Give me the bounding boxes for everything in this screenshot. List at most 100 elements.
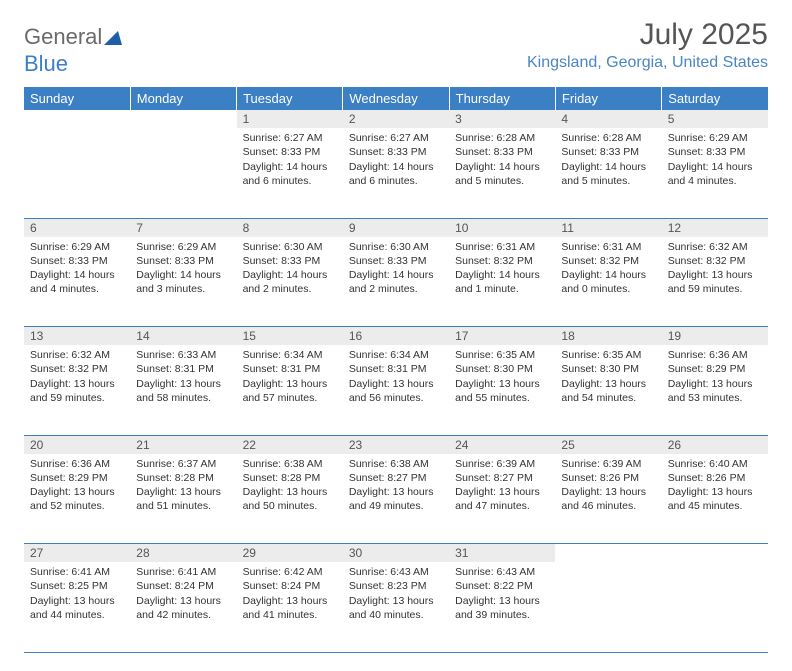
day-number-cell: 7 (130, 218, 236, 237)
day-details: Sunrise: 6:29 AMSunset: 8:33 PMDaylight:… (24, 237, 130, 303)
logo-triangle-icon (104, 25, 122, 51)
day-number-cell (130, 110, 236, 128)
day-cell: Sunrise: 6:41 AMSunset: 8:24 PMDaylight:… (130, 562, 236, 652)
day-details: Sunrise: 6:27 AMSunset: 8:33 PMDaylight:… (237, 128, 343, 194)
brand-text: GeneralBlue (24, 24, 122, 77)
day-number-cell: 9 (343, 218, 449, 237)
day-number-cell: 10 (449, 218, 555, 237)
day-details: Sunrise: 6:40 AMSunset: 8:26 PMDaylight:… (662, 454, 768, 520)
day-details: Sunrise: 6:41 AMSunset: 8:24 PMDaylight:… (130, 562, 236, 628)
daynum-row: 20212223242526 (24, 435, 768, 454)
day-details: Sunrise: 6:36 AMSunset: 8:29 PMDaylight:… (24, 454, 130, 520)
day-cell: Sunrise: 6:43 AMSunset: 8:23 PMDaylight:… (343, 562, 449, 652)
calendar-body: 12345Sunrise: 6:27 AMSunset: 8:33 PMDayl… (24, 110, 768, 652)
weekday-header: Sunday (24, 87, 130, 110)
daynum-row: 13141516171819 (24, 327, 768, 346)
day-cell: Sunrise: 6:42 AMSunset: 8:24 PMDaylight:… (237, 562, 343, 652)
day-cell: Sunrise: 6:29 AMSunset: 8:33 PMDaylight:… (24, 237, 130, 327)
calendar-table: SundayMondayTuesdayWednesdayThursdayFrid… (24, 87, 768, 653)
day-number-cell: 25 (555, 435, 661, 454)
day-details: Sunrise: 6:35 AMSunset: 8:30 PMDaylight:… (449, 345, 555, 411)
day-details: Sunrise: 6:43 AMSunset: 8:22 PMDaylight:… (449, 562, 555, 628)
day-details: Sunrise: 6:34 AMSunset: 8:31 PMDaylight:… (343, 345, 449, 411)
day-cell (24, 128, 130, 218)
day-details: Sunrise: 6:31 AMSunset: 8:32 PMDaylight:… (555, 237, 661, 303)
day-details: Sunrise: 6:35 AMSunset: 8:30 PMDaylight:… (555, 345, 661, 411)
day-number-cell: 24 (449, 435, 555, 454)
day-details: Sunrise: 6:30 AMSunset: 8:33 PMDaylight:… (343, 237, 449, 303)
daynum-row: 2728293031 (24, 544, 768, 563)
day-number-cell: 20 (24, 435, 130, 454)
day-cell: Sunrise: 6:29 AMSunset: 8:33 PMDaylight:… (130, 237, 236, 327)
day-details: Sunrise: 6:32 AMSunset: 8:32 PMDaylight:… (662, 237, 768, 303)
day-cell: Sunrise: 6:35 AMSunset: 8:30 PMDaylight:… (555, 345, 661, 435)
day-cell: Sunrise: 6:31 AMSunset: 8:32 PMDaylight:… (555, 237, 661, 327)
day-number-cell: 6 (24, 218, 130, 237)
day-cell: Sunrise: 6:35 AMSunset: 8:30 PMDaylight:… (449, 345, 555, 435)
day-cell: Sunrise: 6:31 AMSunset: 8:32 PMDaylight:… (449, 237, 555, 327)
week-row: Sunrise: 6:27 AMSunset: 8:33 PMDaylight:… (24, 128, 768, 218)
day-cell: Sunrise: 6:30 AMSunset: 8:33 PMDaylight:… (237, 237, 343, 327)
weekday-header: Wednesday (343, 87, 449, 110)
day-number-cell: 13 (24, 327, 130, 346)
day-number-cell: 31 (449, 544, 555, 563)
day-number-cell: 17 (449, 327, 555, 346)
weekday-header: Saturday (662, 87, 768, 110)
day-cell: Sunrise: 6:33 AMSunset: 8:31 PMDaylight:… (130, 345, 236, 435)
day-number-cell: 11 (555, 218, 661, 237)
day-cell: Sunrise: 6:39 AMSunset: 8:26 PMDaylight:… (555, 454, 661, 544)
calendar-header-row: SundayMondayTuesdayWednesdayThursdayFrid… (24, 87, 768, 110)
day-cell: Sunrise: 6:41 AMSunset: 8:25 PMDaylight:… (24, 562, 130, 652)
day-number-cell: 30 (343, 544, 449, 563)
daynum-row: 12345 (24, 110, 768, 128)
day-cell: Sunrise: 6:29 AMSunset: 8:33 PMDaylight:… (662, 128, 768, 218)
day-cell (662, 562, 768, 652)
brand-blue: Blue (24, 51, 68, 76)
day-cell: Sunrise: 6:34 AMSunset: 8:31 PMDaylight:… (343, 345, 449, 435)
day-number-cell (555, 544, 661, 563)
day-cell: Sunrise: 6:36 AMSunset: 8:29 PMDaylight:… (24, 454, 130, 544)
day-cell: Sunrise: 6:28 AMSunset: 8:33 PMDaylight:… (555, 128, 661, 218)
day-details: Sunrise: 6:27 AMSunset: 8:33 PMDaylight:… (343, 128, 449, 194)
day-number-cell: 26 (662, 435, 768, 454)
week-row: Sunrise: 6:32 AMSunset: 8:32 PMDaylight:… (24, 345, 768, 435)
day-details: Sunrise: 6:29 AMSunset: 8:33 PMDaylight:… (130, 237, 236, 303)
month-title: July 2025 (527, 18, 768, 52)
brand-logo: GeneralBlue (24, 24, 122, 77)
day-details: Sunrise: 6:28 AMSunset: 8:33 PMDaylight:… (449, 128, 555, 194)
day-number-cell (24, 110, 130, 128)
day-cell: Sunrise: 6:32 AMSunset: 8:32 PMDaylight:… (24, 345, 130, 435)
weekday-header: Friday (555, 87, 661, 110)
day-number-cell (662, 544, 768, 563)
day-details: Sunrise: 6:39 AMSunset: 8:26 PMDaylight:… (555, 454, 661, 520)
day-details: Sunrise: 6:39 AMSunset: 8:27 PMDaylight:… (449, 454, 555, 520)
page: GeneralBlue July 2025 Kingsland, Georgia… (0, 0, 792, 671)
day-details: Sunrise: 6:38 AMSunset: 8:27 PMDaylight:… (343, 454, 449, 520)
day-number-cell: 21 (130, 435, 236, 454)
day-cell: Sunrise: 6:28 AMSunset: 8:33 PMDaylight:… (449, 128, 555, 218)
weekday-header: Monday (130, 87, 236, 110)
day-cell: Sunrise: 6:36 AMSunset: 8:29 PMDaylight:… (662, 345, 768, 435)
day-number-cell: 23 (343, 435, 449, 454)
day-cell: Sunrise: 6:43 AMSunset: 8:22 PMDaylight:… (449, 562, 555, 652)
header: GeneralBlue July 2025 Kingsland, Georgia… (24, 18, 768, 77)
title-block: July 2025 Kingsland, Georgia, United Sta… (527, 18, 768, 72)
day-number-cell: 18 (555, 327, 661, 346)
day-number-cell: 15 (237, 327, 343, 346)
brand-gray: General (24, 24, 102, 49)
day-details: Sunrise: 6:38 AMSunset: 8:28 PMDaylight:… (237, 454, 343, 520)
day-cell: Sunrise: 6:32 AMSunset: 8:32 PMDaylight:… (662, 237, 768, 327)
day-cell (555, 562, 661, 652)
day-cell: Sunrise: 6:27 AMSunset: 8:33 PMDaylight:… (343, 128, 449, 218)
daynum-row: 6789101112 (24, 218, 768, 237)
day-details: Sunrise: 6:41 AMSunset: 8:25 PMDaylight:… (24, 562, 130, 628)
week-row: Sunrise: 6:36 AMSunset: 8:29 PMDaylight:… (24, 454, 768, 544)
day-cell: Sunrise: 6:34 AMSunset: 8:31 PMDaylight:… (237, 345, 343, 435)
day-number-cell: 8 (237, 218, 343, 237)
day-cell (130, 128, 236, 218)
day-number-cell: 5 (662, 110, 768, 128)
day-number-cell: 19 (662, 327, 768, 346)
day-number-cell: 12 (662, 218, 768, 237)
day-cell: Sunrise: 6:39 AMSunset: 8:27 PMDaylight:… (449, 454, 555, 544)
day-cell: Sunrise: 6:38 AMSunset: 8:28 PMDaylight:… (237, 454, 343, 544)
